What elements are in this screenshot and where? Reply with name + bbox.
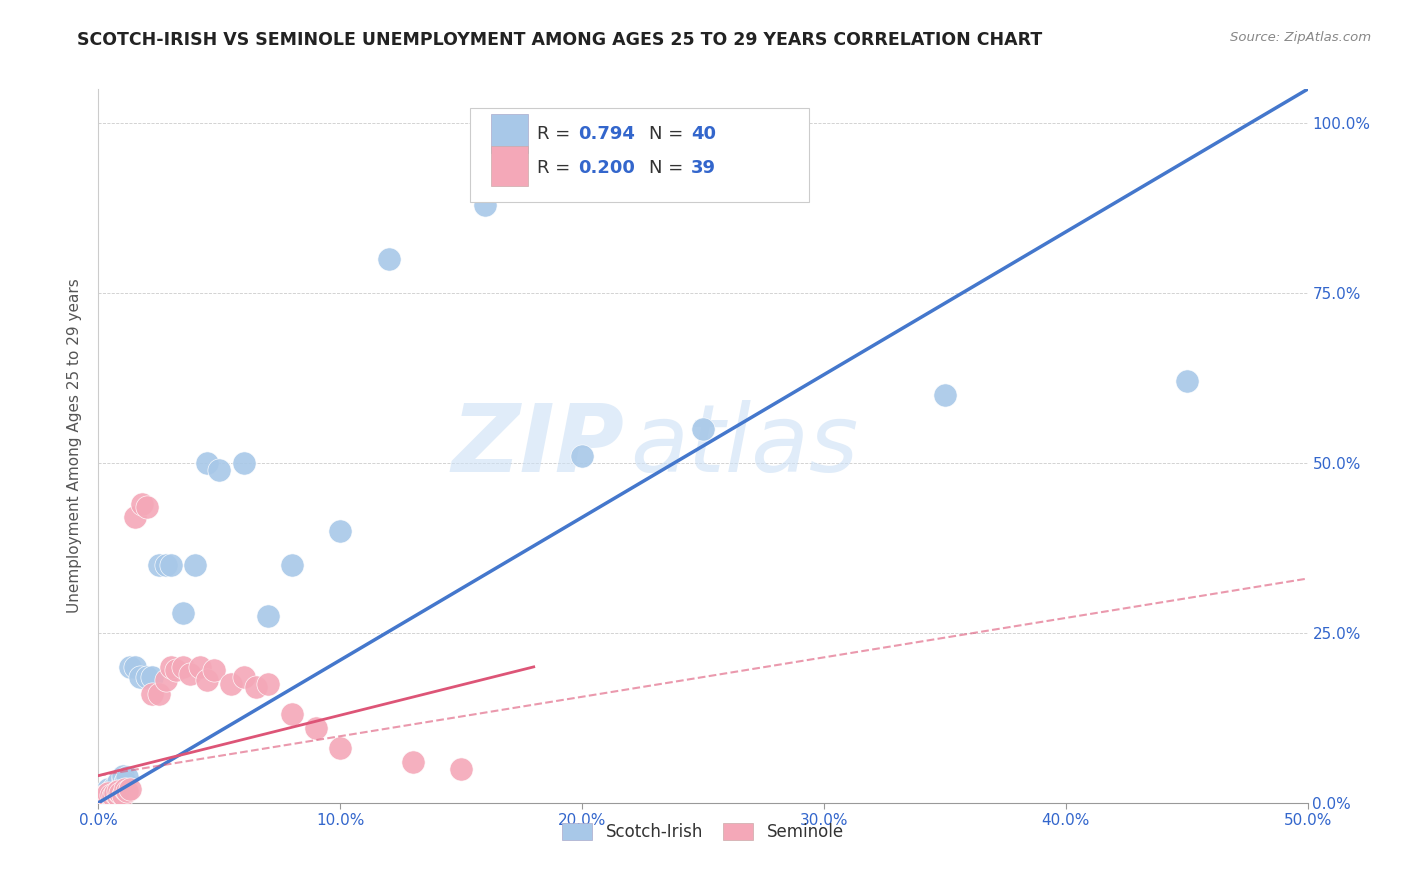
Text: 0.794: 0.794 [578, 125, 636, 143]
Point [329, 741, 352, 756]
Point [232, 670, 254, 684]
Point [128, 670, 150, 684]
Point [208, 463, 231, 477]
Point [111, 788, 134, 802]
Point [111, 769, 134, 783]
Point [114, 782, 136, 797]
Point [245, 680, 267, 694]
Point [934, 388, 956, 402]
Point [111, 772, 134, 786]
Point [195, 456, 218, 470]
Point [107, 789, 129, 803]
Point [118, 660, 141, 674]
FancyBboxPatch shape [492, 146, 527, 186]
Point [692, 422, 714, 436]
Point [91, 789, 114, 803]
Point [329, 524, 352, 538]
Point [104, 779, 127, 793]
Point [94, 786, 117, 800]
Point [108, 786, 131, 800]
Point [131, 497, 153, 511]
Point [101, 789, 124, 803]
Point [172, 660, 194, 674]
Point [256, 677, 278, 691]
Point [179, 666, 201, 681]
Point [188, 660, 211, 674]
Point [100, 783, 122, 797]
Point [97, 786, 120, 800]
Point [117, 783, 139, 797]
Point [100, 788, 122, 802]
Text: 40: 40 [690, 125, 716, 143]
Text: atlas: atlas [630, 401, 859, 491]
Point [90, 792, 112, 806]
Point [305, 721, 328, 735]
Point [97, 782, 120, 797]
FancyBboxPatch shape [492, 114, 527, 153]
Point [94, 790, 117, 805]
Text: N =: N = [648, 159, 689, 177]
Point [281, 558, 304, 572]
Point [101, 782, 124, 797]
Point [97, 789, 120, 803]
Point [94, 789, 117, 803]
Point [221, 677, 243, 691]
Point [204, 663, 226, 677]
Text: 39: 39 [690, 159, 716, 177]
Legend: Scotch-Irish, Seminole: Scotch-Irish, Seminole [555, 816, 851, 848]
Point [256, 608, 278, 623]
Point [100, 788, 122, 802]
Point [1175, 375, 1198, 389]
Point [91, 789, 114, 803]
Point [91, 790, 114, 805]
Point [135, 500, 157, 515]
Point [97, 790, 120, 805]
Point [148, 558, 170, 572]
Point [571, 449, 593, 463]
Point [184, 558, 207, 572]
Point [124, 660, 146, 674]
Point [141, 670, 163, 684]
Point [474, 198, 496, 212]
Point [155, 673, 177, 688]
Point [160, 660, 183, 674]
Point [281, 707, 304, 722]
Point [165, 663, 187, 677]
Point [94, 788, 117, 802]
Point [108, 782, 131, 797]
Point [195, 673, 218, 688]
Point [160, 558, 183, 572]
Text: N =: N = [648, 125, 689, 143]
Point [232, 456, 254, 470]
Text: SCOTCH-IRISH VS SEMINOLE UNEMPLOYMENT AMONG AGES 25 TO 29 YEARS CORRELATION CHAR: SCOTCH-IRISH VS SEMINOLE UNEMPLOYMENT AM… [77, 31, 1043, 49]
Text: ZIP: ZIP [451, 400, 624, 492]
Point [117, 770, 139, 784]
Point [148, 687, 170, 701]
Point [114, 775, 136, 789]
Point [107, 775, 129, 789]
Text: R =: R = [537, 159, 576, 177]
Point [377, 252, 399, 266]
Point [172, 606, 194, 620]
Point [104, 786, 127, 800]
Point [91, 790, 114, 805]
Point [124, 510, 146, 524]
Point [90, 792, 112, 806]
Text: 0.200: 0.200 [578, 159, 636, 177]
Point [141, 687, 163, 701]
Y-axis label: Unemployment Among Ages 25 to 29 years: Unemployment Among Ages 25 to 29 years [67, 278, 83, 614]
Point [118, 782, 141, 797]
Point [402, 755, 425, 769]
Point [155, 558, 177, 572]
Point [135, 670, 157, 684]
Text: R =: R = [537, 125, 576, 143]
Point [107, 783, 129, 797]
Point [101, 786, 124, 800]
FancyBboxPatch shape [470, 109, 810, 202]
Point [450, 762, 472, 776]
Text: Source: ZipAtlas.com: Source: ZipAtlas.com [1230, 31, 1371, 45]
